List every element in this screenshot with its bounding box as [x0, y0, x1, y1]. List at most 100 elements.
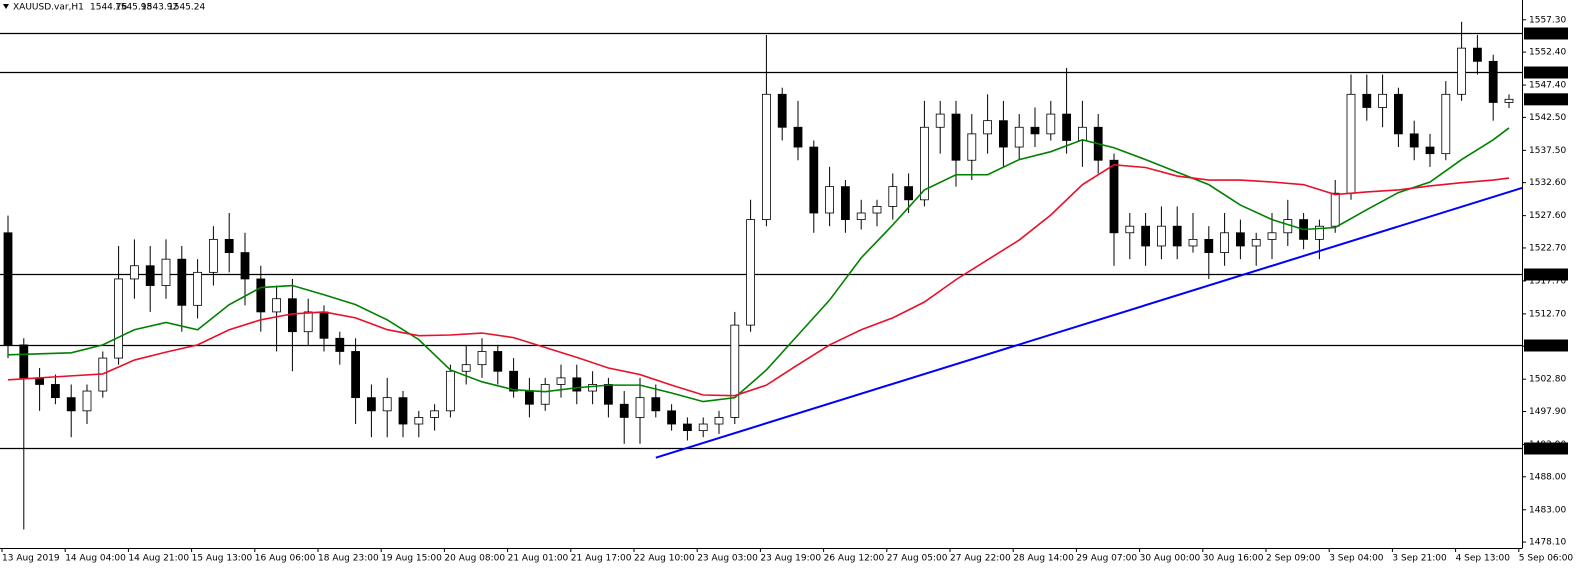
level-label-bg [1524, 66, 1568, 79]
x-tick-label: 14 Aug 04:00 [65, 554, 126, 564]
candle-body [493, 351, 503, 372]
candle-body [1441, 93, 1451, 155]
candle-body [366, 397, 376, 412]
y-tick-label: 1547.40 [1529, 81, 1566, 91]
candle-body [351, 351, 361, 399]
x-tick-label: 26 Aug 12:00 [824, 554, 885, 564]
x-tick-label: 3 Sep 04:00 [1329, 554, 1384, 564]
candle-body [129, 265, 139, 280]
candle-body [635, 397, 645, 418]
open-value: 1544.76 [90, 3, 127, 13]
level-label-bg [1524, 442, 1568, 455]
y-tick-label: 1557.30 [1529, 15, 1566, 25]
candle-body [177, 258, 187, 306]
candle-body [841, 186, 850, 220]
candle-body [730, 324, 740, 418]
candle-body [540, 384, 550, 405]
x-tick-label: 13 Aug 2019 [2, 554, 60, 564]
candle-body [1141, 225, 1150, 247]
x-tick-label: 21 Aug 01:00 [508, 554, 569, 564]
x-tick-label: 30 Aug 16:00 [1203, 554, 1264, 564]
candle-body [1504, 98, 1514, 103]
candle-body [35, 377, 44, 385]
level-label: 1508.00 [1527, 341, 1564, 351]
close-value: 1545.24 [168, 3, 205, 13]
y-tick-label: 1532.60 [1529, 178, 1566, 188]
candle-body [445, 370, 455, 412]
x-tick-label: 29 Aug 07:00 [1076, 554, 1137, 564]
moving-average [7, 164, 1510, 397]
candle-body [683, 423, 692, 432]
candle-body [525, 390, 534, 405]
candle-body [461, 364, 471, 372]
candle-body [193, 271, 203, 306]
x-tick-label: 19 Aug 15:00 [381, 554, 442, 564]
x-tick-label: 2 Sep 09:00 [1266, 554, 1321, 564]
y-tick-label: 1483.00 [1529, 505, 1566, 515]
candle-body [1330, 192, 1340, 227]
candle-body [1030, 126, 1040, 135]
candle-body [1346, 93, 1356, 194]
candle-body [1204, 238, 1214, 253]
y-tick-label: 1552.40 [1529, 48, 1566, 58]
x-tick-label: 3 Sep 21:00 [1392, 554, 1447, 564]
candle-body [556, 377, 566, 385]
candle-body [1125, 225, 1135, 234]
y-tick-label: 1522.70 [1529, 243, 1566, 253]
candle-body [145, 265, 155, 286]
y-tick-label: 1542.50 [1529, 113, 1566, 123]
candle-body [935, 113, 945, 128]
candle-body [1378, 93, 1387, 108]
candle-body [1014, 126, 1024, 148]
symbol-title: XAUUSD.var,H1 [13, 3, 84, 13]
candle-body [114, 278, 123, 359]
x-tick-label: 5 Sep 06:00 [1519, 554, 1574, 564]
candle-body [66, 397, 76, 412]
candle-body [856, 212, 866, 220]
candle-body [1315, 225, 1324, 240]
level-label: 1555.35 [1527, 29, 1564, 39]
candle-body [904, 186, 913, 201]
level-label-bg [1524, 339, 1568, 352]
candle-body [714, 417, 724, 425]
trendline [655, 186, 1523, 459]
candle-body [667, 410, 676, 425]
candle-body [999, 120, 1008, 148]
x-tick-label: 30 Aug 00:00 [1140, 554, 1201, 564]
x-tick-label: 22 Aug 10:00 [634, 554, 695, 564]
candle-body [240, 252, 250, 280]
candle-body [256, 278, 266, 313]
candle-body [983, 120, 992, 135]
level-label: 1518.81 [1527, 270, 1564, 280]
candle-body [3, 232, 13, 346]
y-tick-label: 1537.50 [1529, 146, 1566, 156]
x-tick-label: 27 Aug 22:00 [950, 554, 1011, 564]
candle-body [1473, 47, 1482, 62]
x-tick-label: 23 Aug 03:00 [697, 554, 758, 564]
x-tick-label: 23 Aug 19:00 [760, 554, 821, 564]
candle-body [1062, 113, 1071, 141]
candle-body [872, 206, 882, 214]
y-tick-label: 1478.10 [1529, 538, 1566, 548]
candle-body [746, 219, 755, 326]
candle-body [619, 403, 629, 418]
candle-body [319, 311, 329, 339]
candle-body [414, 417, 424, 425]
candle-body [951, 113, 961, 161]
candle-body [398, 397, 408, 425]
candle-body [19, 344, 29, 379]
candle-body [809, 146, 819, 214]
candle-body [920, 126, 929, 201]
candle-body [572, 377, 582, 392]
candle-body [1362, 93, 1372, 108]
candle-body [1267, 232, 1277, 240]
candle-body [208, 238, 218, 273]
x-tick-label: 16 Aug 06:00 [255, 554, 316, 564]
candle-body [382, 397, 392, 412]
candle-body [335, 337, 345, 352]
candle-body [651, 397, 661, 412]
candle-body [793, 126, 803, 148]
candle-body [1078, 126, 1087, 141]
candle-body [1409, 133, 1419, 148]
